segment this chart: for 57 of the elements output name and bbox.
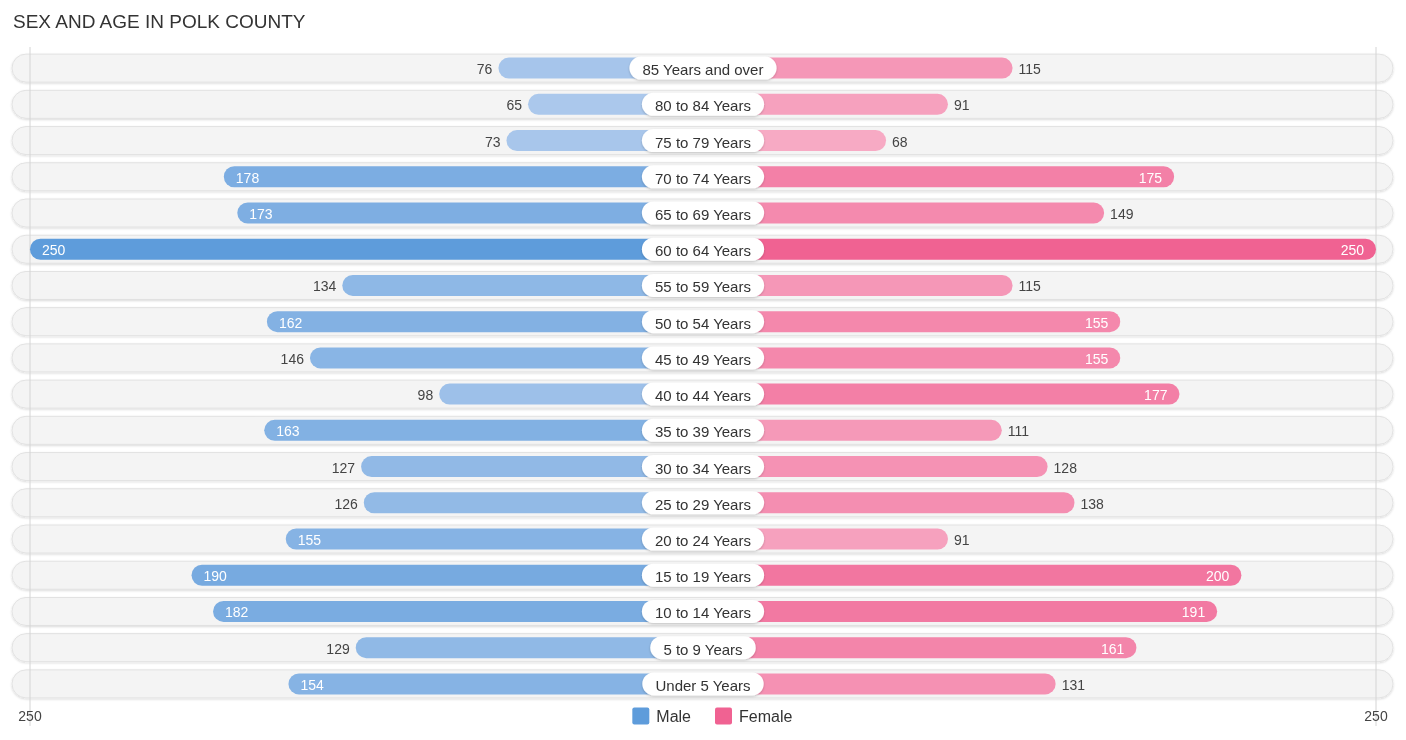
y-tick-label: 15 to 19 Years — [655, 567, 751, 585]
data-label: 155 — [297, 532, 322, 548]
data-label: 115 — [1018, 61, 1042, 78]
data-label: 250 — [42, 242, 66, 259]
data-label: 128 — [1053, 459, 1078, 476]
legend-label: Female — [739, 707, 793, 725]
y-tick-label: 40 to 44 Years — [655, 386, 751, 404]
legend-label: Male — [656, 707, 692, 725]
data-label: 138 — [1080, 495, 1105, 512]
data-label: 134 — [312, 278, 337, 295]
data-label: 182 — [225, 604, 249, 621]
data-label: 162 — [278, 314, 303, 331]
data-label: 98 — [417, 387, 434, 404]
y-tick-label: 5 to 9 Years — [663, 640, 743, 658]
data-label: 250 — [1340, 242, 1365, 259]
y-tick-label: 65 to 69 Years — [655, 205, 751, 223]
data-label: 91 — [953, 97, 970, 114]
data-label: 191 — [1181, 604, 1206, 621]
y-tick-label: 35 to 39 Years — [655, 422, 751, 440]
chart-title: SEX AND AGE IN POLK COUNTY — [13, 11, 306, 32]
y-tick-label: Under 5 Years — [655, 676, 751, 694]
data-label: 131 — [1061, 676, 1086, 693]
y-tick-label: 75 to 79 Years — [655, 133, 751, 151]
data-label: 175 — [1138, 169, 1163, 186]
y-tick-label: 20 to 24 Years — [655, 531, 751, 549]
data-label: 126 — [334, 495, 359, 512]
y-tick-label: 50 to 54 Years — [655, 314, 751, 332]
data-label: 76 — [476, 61, 493, 78]
data-label: 178 — [235, 169, 260, 186]
data-label: 146 — [280, 350, 305, 367]
data-label: 91 — [953, 532, 970, 548]
data-label: 200 — [1206, 568, 1230, 585]
y-tick-label: 85 Years and over — [642, 60, 764, 78]
data-label: 149 — [1110, 206, 1134, 222]
y-tick-label: 55 to 59 Years — [655, 277, 751, 295]
data-label: 129 — [326, 640, 350, 657]
data-label: 154 — [300, 676, 324, 693]
y-tick-label: 70 to 74 Years — [655, 169, 751, 187]
data-label: 68 — [892, 133, 908, 150]
y-tick-label: 10 to 14 Years — [655, 603, 751, 621]
data-label: 155 — [1084, 314, 1109, 331]
y-tick-label: 30 to 34 Years — [655, 459, 751, 477]
data-label: 161 — [1101, 640, 1125, 657]
data-label: 127 — [331, 459, 356, 476]
y-tick-label: 60 to 64 Years — [655, 241, 751, 259]
data-label: 111 — [1007, 423, 1030, 440]
data-label: 155 — [1084, 350, 1109, 367]
data-label: 173 — [249, 206, 273, 222]
y-tick-label: 45 to 49 Years — [655, 350, 751, 368]
data-label: 190 — [203, 568, 228, 585]
data-label: 73 — [484, 133, 501, 150]
y-tick-label: 25 to 29 Years — [655, 495, 751, 513]
data-label: 65 — [506, 97, 523, 114]
y-tick-label: 80 to 84 Years — [655, 96, 751, 114]
data-label: 163 — [276, 423, 300, 440]
data-label: 177 — [1144, 387, 1168, 404]
data-label: 115 — [1018, 278, 1042, 295]
